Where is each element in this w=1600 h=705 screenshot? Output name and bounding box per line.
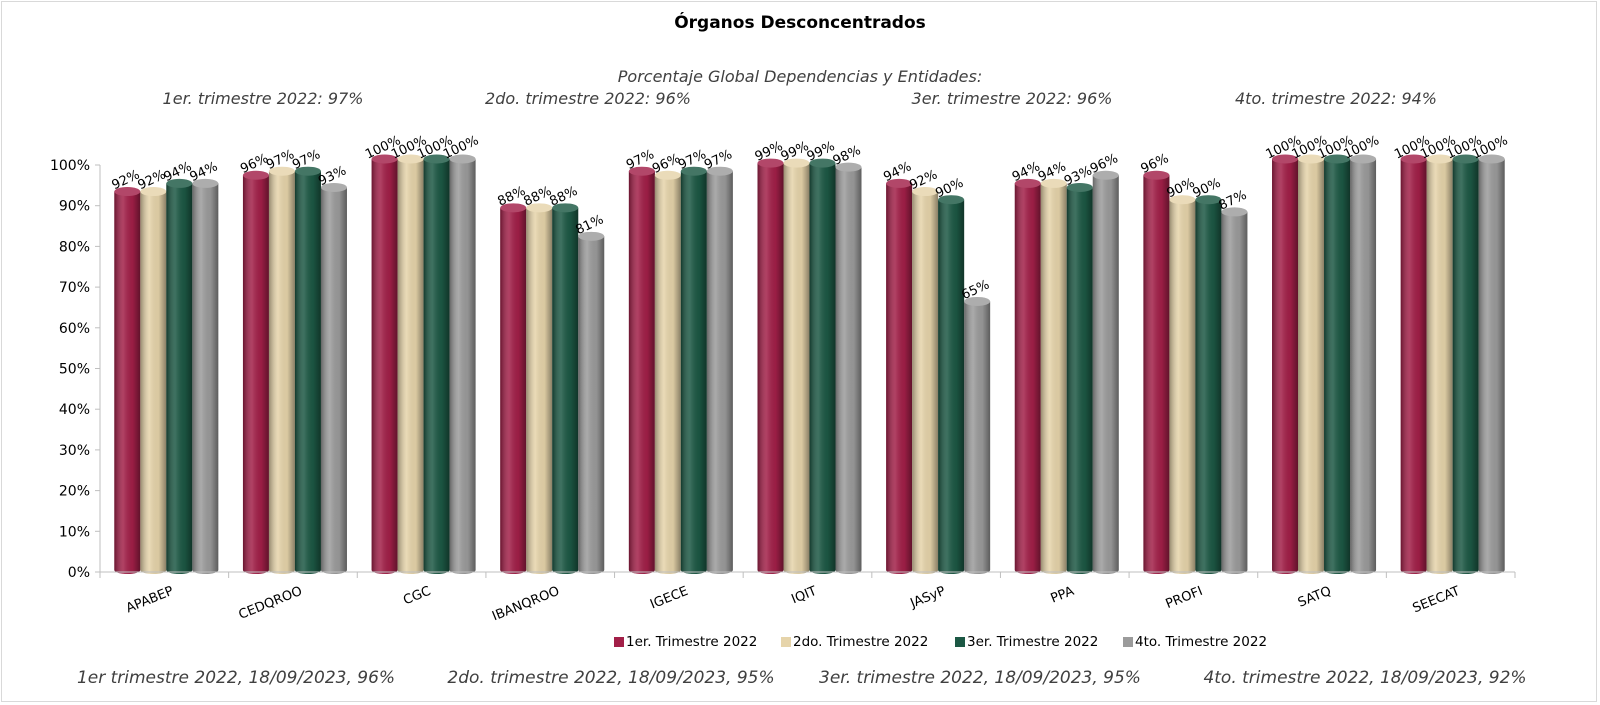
bar: [371, 154, 398, 574]
y-tick-label: 90%: [59, 199, 90, 215]
bar: [1066, 182, 1093, 575]
x-tick-label: IGECE: [648, 584, 690, 613]
bar: [912, 187, 939, 574]
y-tick-label: 20%: [59, 484, 90, 500]
bar: [1014, 178, 1041, 575]
y-tick-label: 60%: [59, 321, 90, 337]
bar: [1040, 178, 1067, 575]
bar: [1221, 207, 1248, 574]
bar: [835, 162, 862, 574]
y-tick-label: 40%: [59, 402, 90, 418]
bar: [1426, 154, 1453, 574]
y-tick-label: 0%: [68, 565, 90, 581]
x-tick-label: IQIT: [789, 584, 819, 608]
bar: [628, 166, 655, 574]
bar: [500, 203, 527, 574]
bar: [964, 296, 991, 574]
bars: [114, 154, 1505, 575]
bar: [654, 170, 681, 574]
bar: [783, 158, 810, 574]
bar: [1452, 154, 1479, 574]
bar: [1324, 154, 1351, 574]
quarter-summary-4: 4to. trimestre 2022: 94%: [1235, 89, 1437, 108]
x-axis: APABEP CEDQROO CGC IBANQROO IGECE IQIT JASyP PP…: [99, 571, 1516, 625]
bar: [938, 195, 965, 574]
bar: [1478, 154, 1505, 574]
x-tick-label: PPA: [1049, 584, 1077, 607]
bar: [552, 203, 579, 574]
bar: [423, 154, 450, 574]
legend: 1er. Trimestre 2022 2do. Trimestre 2022 …: [614, 634, 1267, 650]
y-tick-label: 50%: [59, 362, 90, 378]
x-tick-label: PROFI: [1164, 584, 1205, 612]
bar: [140, 187, 167, 574]
y-tick-label: 100%: [50, 158, 90, 174]
y-tick-label: 10%: [59, 524, 90, 540]
bar: [268, 166, 295, 574]
footer-note-4: 4to. trimestre 2022, 18/09/2023, 92%: [1203, 668, 1526, 688]
legend-swatch-1: [614, 637, 624, 647]
bar: [680, 166, 707, 574]
quarter-summary-3: 3er. trimestre 2022: 96%: [912, 89, 1113, 108]
legend-label-4: 4to. Trimestre 2022: [1135, 634, 1267, 650]
y-axis: 0% 10% 20% 30% 40% 50% 60% 70% 80% 90% 100%: [50, 158, 101, 581]
bar: [242, 170, 269, 574]
x-tick-label: JASyP: [907, 584, 947, 612]
quarter-summary-2: 2do. trimestre 2022: 96%: [485, 89, 691, 108]
bar: [886, 178, 913, 575]
y-tick-label: 30%: [59, 443, 90, 459]
footer-note-1: 1er trimestre 2022, 18/09/2023, 96%: [77, 668, 395, 688]
bar: [397, 154, 424, 574]
x-tick-label: SATQ: [1296, 584, 1334, 611]
bar: [809, 158, 836, 574]
x-tick-label: CEDQROO: [237, 584, 305, 623]
x-tick-label: IBANQROO: [490, 584, 562, 625]
bar: [1272, 154, 1299, 574]
bar: [1350, 154, 1377, 574]
bar: [526, 203, 553, 574]
legend-swatch-4: [1123, 637, 1133, 647]
bar: [294, 166, 321, 574]
quarter-summary-1: 1er. trimestre 2022: 97%: [163, 89, 364, 108]
x-tick-label: APABEP: [124, 584, 176, 617]
bar: [320, 182, 347, 575]
bar: [1169, 195, 1196, 574]
bar: [114, 187, 141, 574]
x-tick-label: SEECAT: [1411, 584, 1463, 617]
bar: [1298, 154, 1325, 574]
legend-swatch-3: [955, 637, 965, 647]
bar: [1400, 154, 1427, 574]
legend-label-2: 2do. Trimestre 2022: [793, 634, 928, 650]
bar: [578, 231, 605, 574]
legend-label-3: 3er. Trimestre 2022: [967, 634, 1098, 650]
bar: [757, 158, 784, 574]
chart-title: Órganos Desconcentrados: [674, 11, 926, 33]
bar: [1092, 170, 1119, 574]
chart-subtitle: Porcentaje Global Dependencias y Entidad…: [618, 67, 983, 86]
bar: [1143, 170, 1170, 574]
bar: [706, 166, 733, 574]
legend-swatch-2: [781, 637, 791, 647]
bar: [449, 154, 476, 574]
footer-note-3: 3er. trimestre 2022, 18/09/2023, 95%: [819, 668, 1141, 688]
y-tick-label: 70%: [59, 280, 90, 296]
bar: [192, 178, 219, 575]
y-tick-label: 80%: [59, 239, 90, 255]
bar: [166, 178, 193, 575]
footer-note-2: 2do. trimestre 2022, 18/09/2023, 95%: [447, 668, 774, 688]
legend-label-1: 1er. Trimestre 2022: [626, 634, 757, 650]
x-tick-label: CGC: [401, 584, 433, 608]
bar: [1195, 195, 1222, 574]
